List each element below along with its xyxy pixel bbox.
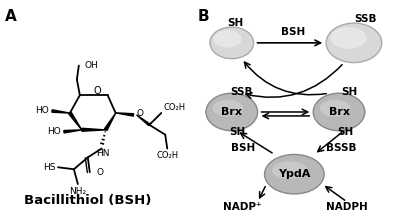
Text: NADP⁺: NADP⁺	[224, 202, 262, 212]
Text: HO: HO	[35, 105, 49, 114]
Text: NADPH: NADPH	[326, 202, 368, 212]
Text: Bacillithiol (BSH): Bacillithiol (BSH)	[24, 194, 152, 207]
Text: SH: SH	[230, 127, 246, 137]
Ellipse shape	[213, 30, 242, 48]
Text: B: B	[198, 9, 210, 24]
Text: CO₂H: CO₂H	[156, 151, 178, 160]
Polygon shape	[116, 113, 134, 116]
Text: A: A	[5, 9, 17, 24]
Text: SSB: SSB	[354, 14, 377, 24]
Text: HO: HO	[47, 127, 61, 136]
Ellipse shape	[313, 93, 365, 131]
Ellipse shape	[330, 27, 366, 49]
Polygon shape	[69, 112, 82, 130]
Polygon shape	[104, 113, 116, 131]
Text: SSB: SSB	[230, 87, 253, 97]
Ellipse shape	[206, 93, 258, 131]
Polygon shape	[136, 115, 150, 126]
Ellipse shape	[320, 100, 351, 117]
Text: SH: SH	[228, 18, 244, 28]
Text: CO₂H: CO₂H	[163, 103, 185, 112]
Ellipse shape	[264, 154, 324, 194]
Ellipse shape	[210, 27, 254, 59]
Text: YpdA: YpdA	[278, 169, 310, 179]
Text: Brx: Brx	[328, 107, 350, 117]
Ellipse shape	[272, 161, 308, 179]
Text: SH: SH	[337, 127, 353, 137]
Ellipse shape	[212, 100, 243, 117]
Polygon shape	[52, 110, 70, 113]
Text: OH: OH	[85, 61, 98, 70]
Text: O: O	[136, 109, 144, 118]
Polygon shape	[64, 130, 82, 133]
Text: O: O	[97, 168, 104, 177]
Ellipse shape	[326, 23, 382, 63]
Polygon shape	[82, 128, 106, 131]
Text: BSH: BSH	[230, 143, 255, 152]
Text: O: O	[94, 86, 102, 96]
Text: Brx: Brx	[221, 107, 242, 117]
Text: HN: HN	[96, 149, 110, 158]
Text: SH: SH	[341, 87, 357, 97]
Text: BSH: BSH	[281, 27, 305, 37]
Text: HS: HS	[44, 163, 56, 172]
Text: NH₂: NH₂	[69, 187, 86, 196]
Text: BSSB: BSSB	[326, 143, 356, 152]
